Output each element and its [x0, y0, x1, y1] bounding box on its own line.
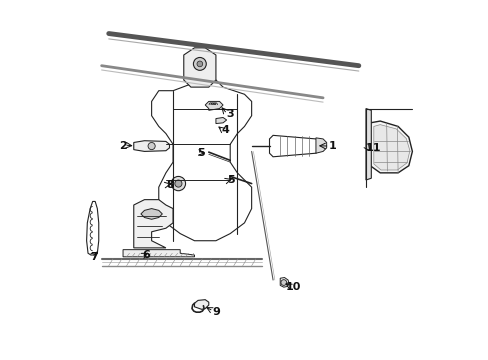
Polygon shape	[86, 202, 99, 255]
Polygon shape	[269, 135, 319, 157]
Polygon shape	[373, 125, 409, 170]
Circle shape	[148, 143, 155, 150]
Polygon shape	[315, 138, 326, 153]
Text: 7: 7	[90, 252, 98, 262]
Polygon shape	[151, 80, 251, 241]
Circle shape	[171, 176, 185, 191]
Polygon shape	[205, 102, 223, 111]
Polygon shape	[123, 249, 194, 257]
Text: 9: 9	[212, 307, 220, 317]
Text: 6: 6	[142, 250, 150, 260]
Text: 2: 2	[119, 141, 126, 151]
Text: 11: 11	[365, 143, 381, 153]
Polygon shape	[365, 109, 370, 180]
Polygon shape	[280, 278, 288, 287]
Circle shape	[197, 61, 203, 67]
Polygon shape	[194, 300, 208, 309]
Text: 5: 5	[227, 175, 235, 185]
Text: 8: 8	[165, 180, 173, 190]
Text: 4: 4	[221, 125, 229, 135]
Circle shape	[193, 58, 206, 70]
Text: 1: 1	[328, 141, 336, 151]
Polygon shape	[369, 121, 411, 173]
Polygon shape	[134, 141, 169, 152]
Polygon shape	[134, 200, 173, 248]
Polygon shape	[216, 117, 226, 123]
Polygon shape	[141, 208, 162, 219]
Circle shape	[175, 180, 182, 187]
Polygon shape	[183, 48, 216, 87]
Text: 5: 5	[197, 148, 204, 158]
Text: 10: 10	[285, 282, 300, 292]
Circle shape	[281, 280, 286, 285]
Text: 3: 3	[225, 109, 233, 119]
